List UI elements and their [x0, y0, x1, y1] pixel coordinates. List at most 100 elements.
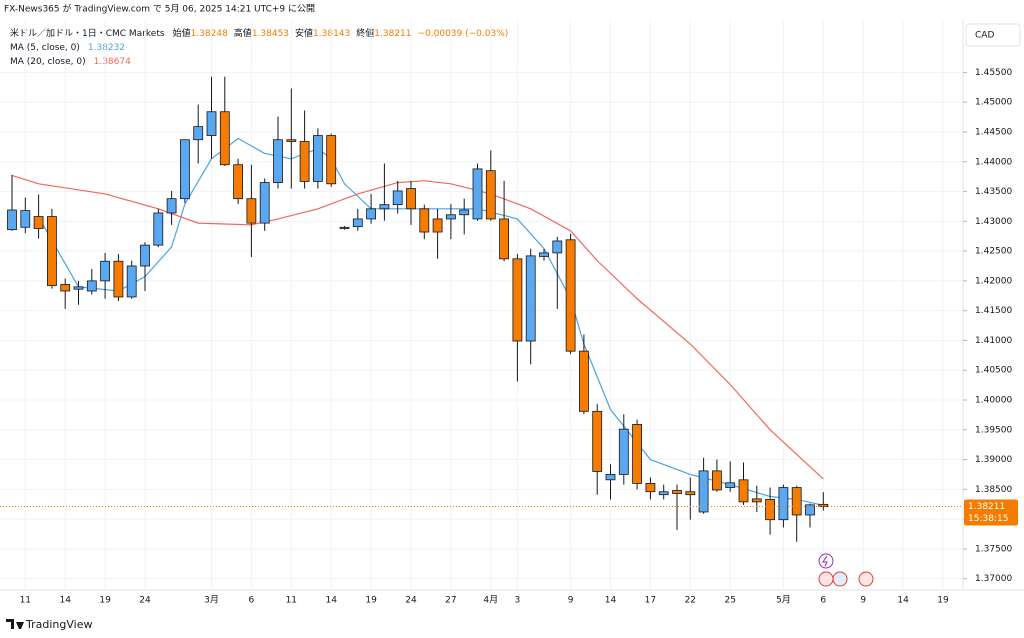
- candle-body: [126, 265, 137, 298]
- currency: CAD: [975, 31, 994, 41]
- x-tick-label: 19: [365, 596, 377, 606]
- event-icon[interactable]: [832, 571, 848, 587]
- x-tick-label: 4月: [483, 595, 498, 606]
- ma-value: 1.38674: [94, 57, 131, 67]
- candle-body: [579, 350, 589, 412]
- candle-body: [685, 491, 696, 496]
- x-tick-label: 14: [59, 596, 71, 606]
- candle-body: [153, 212, 164, 246]
- candle-body: [658, 491, 669, 496]
- change: −0.00039 (−0.03%): [418, 29, 509, 39]
- candle-body: [818, 503, 829, 507]
- ma-line: [38, 137, 824, 506]
- candle-body: [312, 135, 323, 182]
- candle-body: [512, 258, 523, 342]
- x-tick-label: 24: [405, 596, 417, 606]
- x-tick-label: 5月: [776, 595, 791, 606]
- candle-body: [459, 209, 470, 216]
- x-tick-label: 9: [860, 596, 866, 606]
- events[interactable]: [818, 553, 874, 587]
- x-tick-label: 27: [445, 596, 456, 606]
- y-tick-label: 1.41500: [975, 306, 1012, 316]
- candle-body: [392, 190, 403, 206]
- candle-body: [259, 182, 270, 224]
- x-tick-label: 19: [937, 596, 949, 606]
- x-tick-label: 6: [249, 596, 255, 606]
- x-tick-label: 22: [685, 596, 696, 606]
- candle-body: [166, 198, 177, 214]
- candle-body: [86, 280, 97, 292]
- price-label: 1.38211: [968, 502, 1005, 512]
- candle-body: [618, 428, 629, 475]
- y-tick-label: 1.40000: [975, 396, 1012, 406]
- candle-body: [299, 141, 310, 182]
- event-icon[interactable]: [818, 553, 834, 569]
- candle-body: [565, 239, 576, 352]
- high-label: 高値: [234, 27, 252, 39]
- countdown: 15:38:15: [968, 514, 1008, 524]
- y-tick-label: 1.42500: [975, 247, 1012, 257]
- event-icon[interactable]: [818, 571, 834, 587]
- ma-name: MA (20, close, 0): [10, 57, 86, 67]
- header: FX-News365 が TradingView.com で 5月 06, 20…: [4, 3, 315, 15]
- y-tick-label: 1.40500: [975, 366, 1012, 376]
- y-tick-label: 1.44500: [975, 127, 1012, 137]
- currency-box[interactable]: [965, 23, 1021, 47]
- x-tick-label: 25: [724, 596, 735, 606]
- x-tick-label: 11: [286, 596, 297, 606]
- candle-body: [406, 188, 416, 210]
- candle-body: [33, 216, 44, 229]
- event-glyph: [822, 555, 828, 567]
- high-value: 1.38453: [252, 29, 289, 39]
- candle-body: [632, 424, 642, 484]
- candle-body: [219, 111, 230, 166]
- candle-body: [472, 168, 483, 220]
- candle-body: [193, 126, 204, 141]
- candle-body: [273, 139, 283, 184]
- low-label: 安値: [295, 27, 313, 39]
- candle-body: [805, 504, 815, 516]
- candle-body: [20, 210, 31, 228]
- candle-body: [552, 240, 563, 254]
- x-tick-label: 24: [139, 596, 151, 606]
- event-icon[interactable]: [858, 571, 874, 587]
- candle-body: [605, 474, 616, 481]
- candle-body: [113, 260, 124, 298]
- candle-body: [432, 218, 443, 233]
- symbol: 米ドル／加ドル・1日・CMC Markets: [10, 27, 165, 39]
- candle-body: [485, 170, 496, 220]
- candle-body: [712, 470, 722, 491]
- price-label-box: [964, 499, 1018, 526]
- close-value: 1.38211: [374, 29, 411, 39]
- candle-body: [499, 218, 510, 260]
- y-tick-label: 1.41000: [975, 336, 1012, 346]
- candle-body: [738, 479, 749, 503]
- candle-body: [645, 482, 656, 493]
- candle-body: [379, 204, 390, 210]
- candle-body: [751, 498, 762, 503]
- close-label: 終値: [356, 27, 374, 39]
- candle-body: [765, 499, 775, 521]
- x-tick-label: 9: [568, 596, 574, 606]
- candle-body: [179, 139, 190, 200]
- candle-body: [698, 470, 709, 513]
- legend-ma5: MA (5, close, 0) 1.38232: [10, 43, 125, 53]
- footer: TradingView: [6, 618, 92, 631]
- y-tick-label: 1.37500: [975, 544, 1012, 554]
- y-tick-label: 1.43500: [975, 187, 1012, 197]
- candle-body: [352, 218, 363, 228]
- y-tick-label: 1.39500: [975, 425, 1012, 435]
- logo: [6, 619, 24, 629]
- y-tick-label: 1.45000: [975, 98, 1012, 108]
- x-tick-label: 11: [20, 596, 31, 606]
- candle-body: [539, 252, 549, 257]
- candle-body: [525, 255, 536, 342]
- brand: TradingView: [25, 618, 92, 631]
- legend-ma20: MA (20, close, 0) 1.38674: [10, 57, 131, 67]
- candle-body: [47, 216, 57, 287]
- legend-ohlc: 米ドル／加ドル・1日・CMC Markets 始値1.38248 高値1.38453…: [10, 27, 508, 39]
- x-tick-label: 19: [99, 596, 111, 606]
- x-tick-label: 17: [645, 596, 656, 606]
- candle-body: [233, 164, 244, 200]
